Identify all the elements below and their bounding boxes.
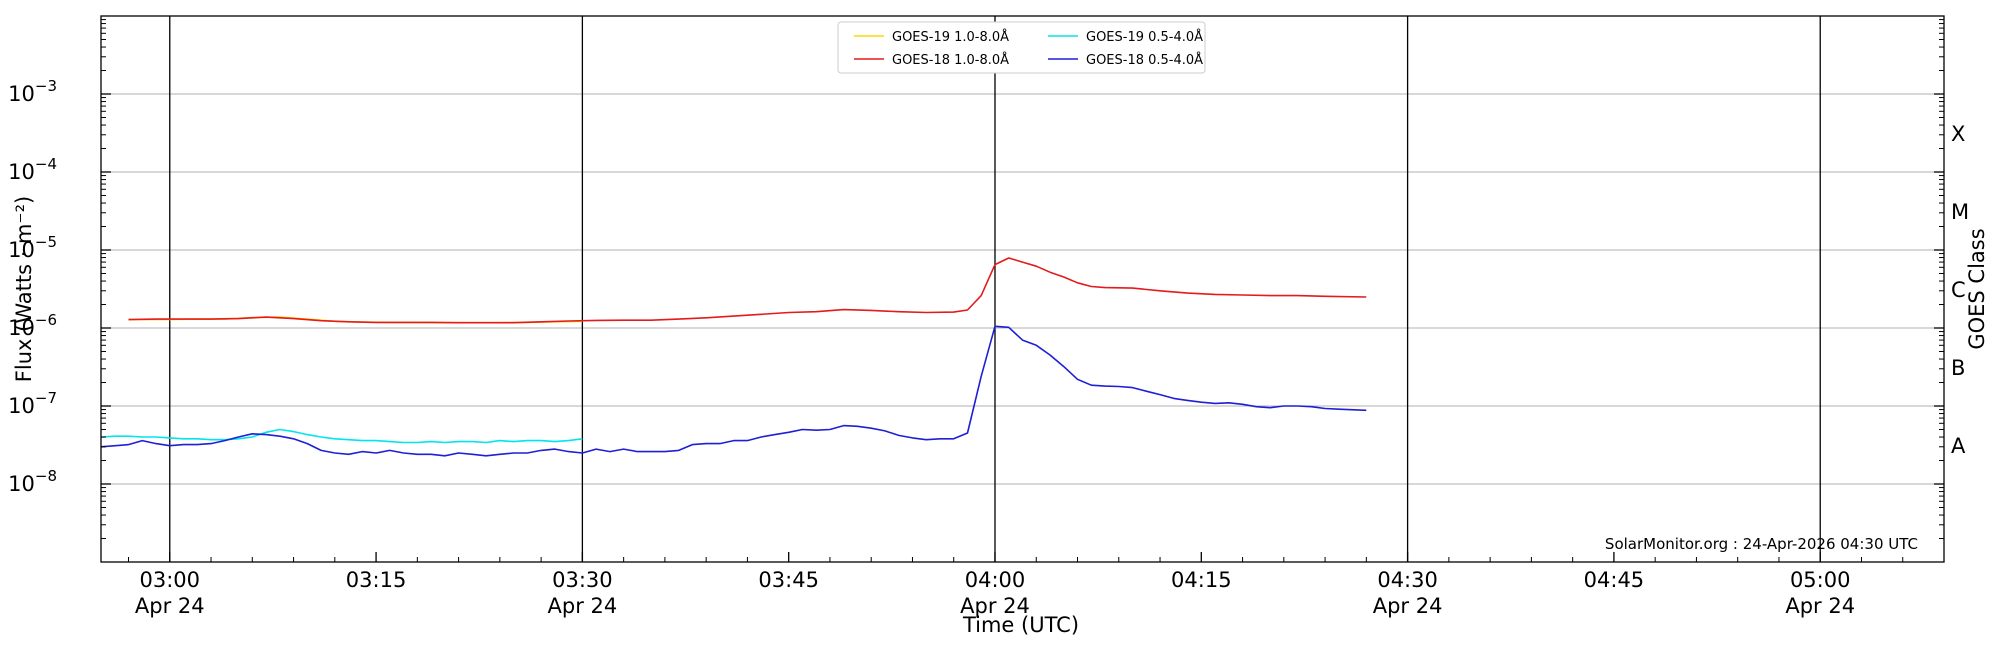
legend-label: GOES-18 0.5-4.0Å [1086, 52, 1203, 68]
goes-class-label: A [1951, 434, 1966, 458]
y-tick-exponent: −7 [35, 389, 57, 407]
goes-class-label: B [1951, 356, 1965, 380]
legend-box [837, 21, 1206, 74]
y-axis-title: Flux (Watts · m⁻²) [12, 196, 36, 382]
x-tick-label: 04:45 [1584, 568, 1645, 592]
x-tick-date-label: Apr 24 [135, 594, 205, 618]
y-tick-exponent: −8 [35, 467, 57, 485]
goes-class-labels: A B C M X [1951, 122, 1969, 458]
y-axis-ticks: 10−810−710−610−510−410−3 [8, 19, 1944, 540]
y-tick-label: 10−4 [8, 155, 57, 184]
y-tick-label: 10−7 [8, 389, 57, 418]
y-tick-exponent: −3 [35, 77, 57, 95]
x-tick-label: 04:00 [965, 568, 1026, 592]
y-tick-exponent: −4 [35, 155, 57, 173]
legend-label: GOES-19 0.5-4.0Å [1086, 29, 1203, 45]
legend-label: GOES-19 1.0-8.0Å [892, 29, 1009, 45]
goes-class-label: X [1951, 122, 1965, 146]
x-tick-label: 04:30 [1377, 568, 1438, 592]
y-tick-label: 10−8 [8, 467, 57, 496]
x-axis-title: Time (UTC) [962, 613, 1079, 637]
y-tick-exponent: −6 [35, 311, 57, 329]
credit-text: SolarMonitor.org : 24-Apr-2026 04:30 UTC [1605, 535, 1918, 553]
x-tick-label: 03:15 [346, 568, 407, 592]
x-tick-label: 03:00 [140, 568, 201, 592]
legend: GOES-19 1.0-8.0Å GOES-18 1.0-8.0Å GOES-19 … [837, 21, 1206, 74]
gridlines [101, 93, 1944, 485]
series-lines [100, 257, 1367, 457]
plot-frame [100, 15, 1945, 563]
series-line [128, 257, 1367, 324]
goes-class-label: C [1951, 278, 1966, 302]
x-tick-label: 03:45 [758, 568, 819, 592]
x-tick-date-label: Apr 24 [1373, 594, 1443, 618]
y-tick-label: 10−3 [8, 77, 57, 106]
x-tick-label: 03:30 [552, 568, 613, 592]
series-line [100, 325, 1367, 457]
legend-label: GOES-18 1.0-8.0Å [892, 52, 1009, 68]
goes-class-label: M [1951, 200, 1969, 224]
x-tick-date-label: Apr 24 [548, 594, 618, 618]
x-tick-date-label: Apr 24 [1785, 594, 1855, 618]
x-tick-label: 04:15 [1171, 568, 1232, 592]
x-tick-date-label: Apr 24 [960, 594, 1030, 618]
y-tick-exponent: −5 [35, 233, 57, 251]
series-line [100, 428, 583, 444]
y2-axis-title: GOES Class [1965, 228, 1989, 349]
x-tick-label: 05:00 [1790, 568, 1851, 592]
vertical-time-markers [169, 16, 1821, 562]
